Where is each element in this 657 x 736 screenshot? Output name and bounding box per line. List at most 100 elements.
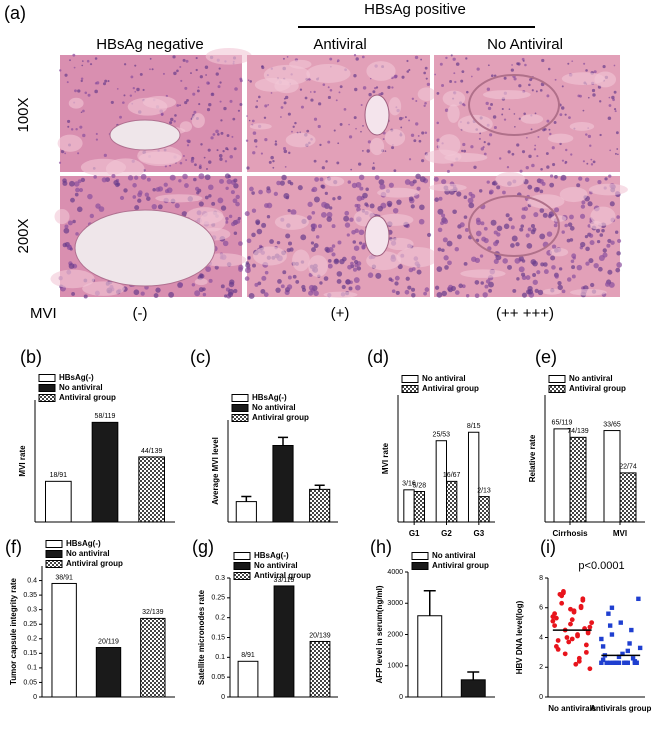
nucleus <box>539 189 544 194</box>
nucleus <box>551 244 557 249</box>
nucleus <box>248 119 251 122</box>
nucleus <box>617 238 622 244</box>
nucleus <box>331 244 336 248</box>
column-label: No Antiviral <box>487 36 563 53</box>
nucleus <box>111 174 116 179</box>
nucleus <box>476 67 480 71</box>
nucleus <box>234 87 238 91</box>
nucleus <box>246 166 250 170</box>
nucleus <box>450 285 456 292</box>
bar <box>95 647 122 698</box>
nucleus <box>286 248 291 253</box>
nucleus <box>488 288 492 293</box>
nucleus <box>521 292 527 298</box>
nucleus <box>418 139 422 143</box>
nucleus <box>103 153 107 157</box>
nucleus <box>151 68 154 71</box>
nucleus <box>585 69 588 72</box>
nucleus <box>225 216 229 221</box>
nucleus <box>193 110 197 114</box>
point <box>573 661 579 667</box>
gland <box>364 215 390 257</box>
nucleus <box>325 160 328 163</box>
tissue <box>527 194 565 209</box>
nucleus <box>479 132 482 135</box>
value-label: 3/16 <box>402 481 416 488</box>
nucleus <box>570 153 573 156</box>
nucleus <box>360 104 363 106</box>
panel-label: (a) <box>4 3 26 23</box>
nucleus <box>519 169 523 173</box>
y-tick-label: 0.35 <box>23 592 37 599</box>
nucleus <box>202 292 207 297</box>
nucleus <box>72 219 76 224</box>
bar <box>235 501 257 523</box>
nucleus <box>235 201 240 207</box>
tissue <box>191 113 205 129</box>
point <box>629 627 634 633</box>
value-label: 20/119 <box>98 638 119 645</box>
nucleus <box>552 162 556 167</box>
panel-label: (i) <box>540 537 556 557</box>
nucleus <box>328 246 334 253</box>
nucleus <box>419 176 426 183</box>
nucleus <box>513 113 516 115</box>
nucleus <box>606 243 611 248</box>
nucleus <box>396 199 402 205</box>
point <box>550 618 556 624</box>
legend-swatch <box>548 375 566 383</box>
nucleus <box>214 265 219 270</box>
nucleus <box>368 92 372 97</box>
nucleus <box>410 204 415 209</box>
nucleus <box>553 121 557 124</box>
nucleus <box>169 121 173 125</box>
nucleus <box>388 277 393 282</box>
y-axis-label: AFP level in serum(ng/ml) <box>375 585 384 683</box>
nucleus <box>217 197 224 204</box>
y-tick-label: 0.1 <box>215 654 225 661</box>
nucleus <box>347 180 352 184</box>
nucleus <box>564 161 567 165</box>
nucleus <box>130 75 134 79</box>
nucleus <box>263 292 269 297</box>
nucleus <box>287 180 292 184</box>
nucleus <box>280 116 282 118</box>
nucleus <box>447 260 452 266</box>
point <box>562 651 568 657</box>
nucleus <box>348 135 353 139</box>
nucleus <box>434 285 440 290</box>
nucleus <box>333 258 340 265</box>
nucleus <box>512 288 517 293</box>
nucleus <box>329 89 333 92</box>
bar <box>91 421 119 523</box>
nucleus <box>215 72 219 76</box>
nucleus <box>582 160 585 163</box>
point <box>606 611 611 616</box>
legend-label: Antiviral group <box>66 559 123 568</box>
nucleus <box>319 177 324 182</box>
nucleus <box>95 138 98 141</box>
bar <box>140 617 166 698</box>
nucleus <box>133 289 140 296</box>
nucleus <box>527 184 533 190</box>
nucleus <box>407 285 412 290</box>
nucleus <box>208 194 212 198</box>
nucleus <box>549 174 554 178</box>
nucleus <box>246 238 252 244</box>
nucleus <box>354 87 358 92</box>
tissue <box>57 134 83 152</box>
nucleus <box>149 68 151 71</box>
nucleus <box>164 165 167 168</box>
nucleus <box>474 293 480 299</box>
nucleus <box>58 161 62 164</box>
nucleus <box>198 201 204 207</box>
point <box>575 633 580 639</box>
nucleus <box>436 92 440 95</box>
nucleus <box>441 248 445 253</box>
nucleus <box>227 291 234 298</box>
nucleus <box>194 290 201 297</box>
value-label: 44/139 <box>141 448 163 455</box>
nucleus <box>394 275 400 281</box>
nucleus <box>607 116 612 121</box>
y-axis-label: MVI rate <box>18 445 27 477</box>
